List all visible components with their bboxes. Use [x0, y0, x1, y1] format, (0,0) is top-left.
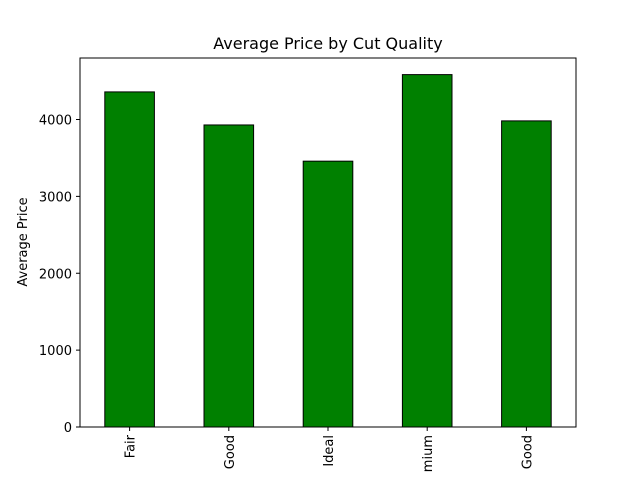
- y-axis-label: Average Price: [16, 197, 31, 286]
- bar-good: [203, 124, 255, 428]
- x-tick-label: Ideal: [322, 435, 337, 467]
- x-tick-label: mium: [421, 435, 436, 472]
- y-tick-label: 3000: [39, 190, 72, 205]
- bar-fair: [104, 91, 155, 428]
- chart-title: Average Price by Cut Quality: [213, 34, 442, 53]
- bar-ideal: [302, 160, 354, 428]
- y-tick-label: 0: [64, 421, 72, 436]
- y-tick-label: 1000: [39, 344, 72, 359]
- y-tick-label: 4000: [39, 114, 72, 129]
- bar-very-good: [501, 120, 552, 428]
- x-tick-label: Good: [520, 435, 535, 469]
- y-tick-label: 2000: [39, 267, 72, 282]
- bar-premium: [401, 74, 453, 428]
- x-tick-label: Good: [223, 435, 238, 469]
- x-tick-label: Fair: [124, 434, 139, 458]
